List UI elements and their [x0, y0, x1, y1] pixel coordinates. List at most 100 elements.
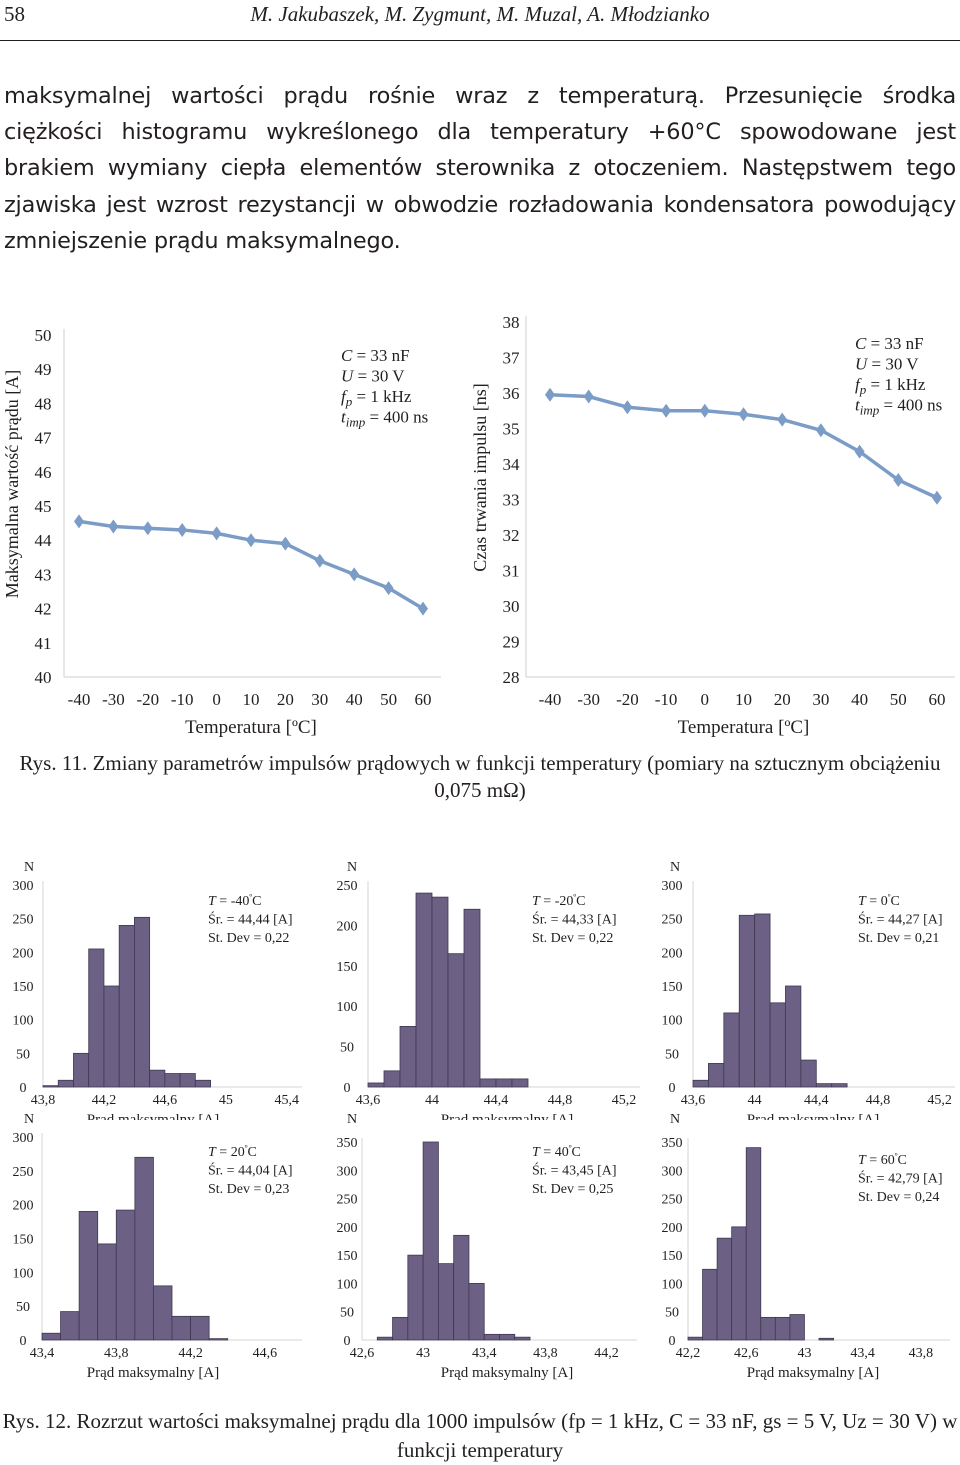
data-point [854, 444, 865, 459]
x-tick-label: -30 [577, 690, 600, 709]
y-tick-label: 49 [35, 360, 52, 379]
y-axis-label: N [24, 860, 34, 875]
y-tick-label: 37 [503, 349, 521, 368]
x-tick-label: 50 [890, 690, 907, 709]
legend-line: timp = 400 ns [341, 408, 428, 430]
y-axis-label: Maksymalna wartość prądu [A] [2, 370, 22, 598]
y-tick-label: 50 [16, 1047, 30, 1062]
y-tick-label: 30 [503, 597, 520, 616]
y-tick-label: 300 [337, 1164, 358, 1179]
x-tick-label: -10 [655, 690, 678, 709]
y-tick-label: 200 [337, 1221, 358, 1236]
stdev-label: St. Dev = 0,23 [208, 1182, 289, 1197]
stdev-label: St. Dev = 0,22 [208, 931, 289, 946]
x-axis-label: Prąd maksymalny [A] [87, 1365, 219, 1381]
y-axis-label: N [347, 1112, 357, 1127]
histogram-bar [103, 985, 120, 1088]
y-tick-label: 0 [344, 1081, 351, 1096]
legend-line: C = 33 nF [855, 334, 924, 353]
y-tick-label: 150 [662, 980, 683, 995]
temperature-label: T = 60ºC [858, 1151, 907, 1168]
histogram-bar [134, 1156, 154, 1341]
x-tick-label: -40 [68, 690, 91, 709]
x-axis-label: Prąd maksymalny [A] [747, 1365, 879, 1381]
y-tick-label: 150 [662, 1249, 683, 1264]
histogram-bar [415, 892, 433, 1088]
x-tick-label: 20 [277, 690, 294, 709]
figure-12-caption: Rys. 12. Rozrzut wartości maksymalnej pr… [2, 1409, 958, 1462]
histogram-bar [88, 948, 105, 1088]
y-tick-label: 150 [337, 960, 358, 975]
y-tick-label: 50 [35, 326, 52, 345]
x-tick-label: 60 [929, 690, 946, 709]
histogram-bar [171, 1315, 191, 1341]
mean-label: Śr. = 42,79 [A] [858, 1170, 943, 1187]
y-tick-label: 100 [337, 1000, 358, 1015]
x-tick-label: 20 [774, 690, 791, 709]
histogram-bar [468, 1283, 485, 1341]
x-tick-label: 43,8 [533, 1346, 558, 1361]
y-tick-label: 300 [662, 879, 683, 894]
y-tick-label: 45 [35, 497, 52, 516]
x-tick-label: 44,6 [253, 1346, 278, 1361]
y-tick-label: 200 [662, 1221, 683, 1236]
y-tick-label: 200 [662, 946, 683, 961]
x-tick-label: 44,2 [178, 1346, 203, 1361]
y-tick-label: 34 [503, 455, 521, 474]
data-point [177, 522, 188, 537]
x-tick-label: -40 [539, 690, 562, 709]
histogram-bar [483, 1333, 500, 1341]
y-tick-label: 150 [337, 1249, 358, 1264]
x-tick-label: 45 [219, 1093, 233, 1108]
x-axis-label: Temperatura [ºC] [185, 717, 317, 738]
y-tick-label: 350 [337, 1136, 358, 1151]
running-head-authors: M. Jakubaszek, M. Zygmunt, M. Muzal, A. … [250, 2, 710, 26]
data-point [383, 581, 394, 596]
x-tick-label: 10 [735, 690, 752, 709]
histogram-bar [463, 908, 481, 1088]
y-tick-label: 300 [662, 1164, 683, 1179]
mean-label: Śr. = 44,33 [A] [532, 911, 617, 928]
data-point [622, 400, 633, 415]
y-tick-label: 50 [665, 1047, 679, 1062]
histogram-40: N 0 50 100 150 200 250 300 350 42,6 43 43,4 43,8 44,2… [337, 1112, 637, 1381]
histogram-bar [367, 1082, 385, 1088]
histogram-bar [208, 1338, 229, 1341]
x-tick-label: 44,4 [484, 1093, 509, 1108]
histogram-bar [708, 1063, 725, 1088]
histogram-bar [164, 1073, 181, 1088]
data-point [74, 514, 84, 529]
x-tick-label: 30 [311, 690, 328, 709]
histogram-bar [399, 1025, 417, 1088]
y-tick-label: 41 [35, 634, 52, 653]
body-paragraph: maksymalnej wartości prądu rośnie wraz z… [4, 83, 956, 254]
y-tick-label: 250 [662, 1193, 683, 1208]
histogram-bar [769, 1002, 786, 1088]
y-tick-label: 100 [13, 1266, 34, 1281]
histogram-bar [179, 1073, 196, 1088]
y-tick-label: 100 [662, 1277, 683, 1292]
y-tick-label: 48 [35, 394, 52, 413]
x-axis-label: Prąd maksymalny [A] [441, 1365, 573, 1381]
histogram-bar [194, 1079, 211, 1088]
y-tick-label: 200 [337, 919, 358, 934]
histogram-bar [73, 1052, 90, 1088]
x-tick-label: 43,6 [681, 1093, 706, 1108]
x-tick-label: 45,2 [612, 1093, 637, 1108]
x-tick-label: 44,8 [548, 1093, 573, 1108]
histogram-bar [738, 914, 756, 1088]
x-tick-label: -20 [136, 690, 159, 709]
y-tick-label: 200 [13, 1199, 34, 1214]
histogram-minus20: N 0 50 100 150 200 250 43,6 44 44,4 44,8 45,2 Prąd m… [337, 860, 640, 1120]
histogram-bar [499, 1333, 516, 1341]
histogram-20: N 0 50 100 150 200 250 300 43,4 43,8 44,2 44,6 Prąd … [13, 1112, 302, 1381]
stats-annotation: T = 40ºC Śr. = 43,45 [A] St. Dev = 0,25 [532, 1143, 617, 1197]
data-point [246, 533, 256, 548]
data-point [142, 521, 153, 536]
data-point [815, 423, 826, 438]
legend-line: C = 33 nF [341, 346, 410, 365]
x-tick-label: 43,6 [356, 1093, 381, 1108]
histogram-bar [60, 1311, 80, 1341]
data-point [418, 601, 428, 616]
y-axis-label: N [670, 860, 680, 875]
